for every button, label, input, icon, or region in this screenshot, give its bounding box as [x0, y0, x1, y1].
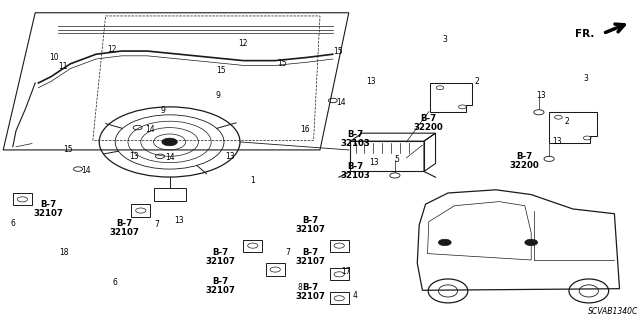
Text: 6: 6 [10, 219, 15, 228]
Circle shape [162, 138, 177, 146]
Text: 9: 9 [161, 106, 166, 115]
Text: 12: 12 [108, 45, 116, 54]
Text: 3: 3 [583, 74, 588, 83]
Text: 16: 16 [300, 125, 310, 134]
Text: B-7
32103: B-7 32103 [340, 162, 370, 180]
Text: B-7
32200: B-7 32200 [414, 114, 444, 132]
Text: FR.: FR. [575, 29, 594, 40]
Text: B-7
32107: B-7 32107 [296, 216, 325, 234]
Text: 12: 12 [239, 39, 248, 48]
Text: 2: 2 [474, 77, 479, 86]
Text: 10: 10 [49, 53, 60, 62]
Text: 15: 15 [63, 145, 74, 154]
Text: B-7
32200: B-7 32200 [510, 152, 540, 170]
Text: 8: 8 [297, 283, 302, 292]
Text: 13: 13 [366, 77, 376, 86]
Text: B-7
32107: B-7 32107 [33, 200, 63, 218]
Text: B-7
32107: B-7 32107 [296, 283, 325, 301]
Circle shape [438, 239, 451, 246]
Text: 14: 14 [164, 153, 175, 162]
Text: 14: 14 [81, 166, 92, 175]
Text: 2: 2 [564, 117, 569, 126]
Circle shape [525, 239, 538, 246]
Text: 13: 13 [552, 137, 562, 146]
Text: 1: 1 [250, 176, 255, 185]
Text: 13: 13 [536, 91, 546, 100]
Text: 13: 13 [129, 152, 140, 161]
Text: B-7
32107: B-7 32107 [296, 248, 325, 266]
Text: 13: 13 [174, 216, 184, 225]
Text: 15: 15 [276, 59, 287, 68]
Text: 6: 6 [113, 278, 118, 287]
Text: 9: 9 [215, 91, 220, 100]
Text: 14: 14 [336, 98, 346, 107]
Text: 18: 18 [60, 248, 68, 256]
Text: 13: 13 [225, 152, 236, 161]
Text: 11: 11 [58, 63, 67, 71]
Text: 3: 3 [442, 35, 447, 44]
Text: B-7
32107: B-7 32107 [206, 277, 236, 294]
Text: 13: 13 [369, 158, 380, 167]
Text: 17: 17 [340, 267, 351, 276]
Text: B-7
32107: B-7 32107 [206, 248, 236, 266]
Text: B-7
32103: B-7 32103 [340, 130, 370, 148]
Text: SCVAB1340C: SCVAB1340C [588, 307, 639, 316]
Text: B-7
32107: B-7 32107 [110, 219, 140, 237]
Text: 5: 5 [394, 155, 399, 164]
Text: 15: 15 [216, 66, 226, 75]
Text: 15: 15 [333, 47, 343, 56]
Text: 4: 4 [353, 291, 358, 300]
Text: 7: 7 [285, 248, 291, 256]
Text: 7: 7 [154, 220, 159, 229]
Text: 14: 14 [145, 125, 156, 134]
